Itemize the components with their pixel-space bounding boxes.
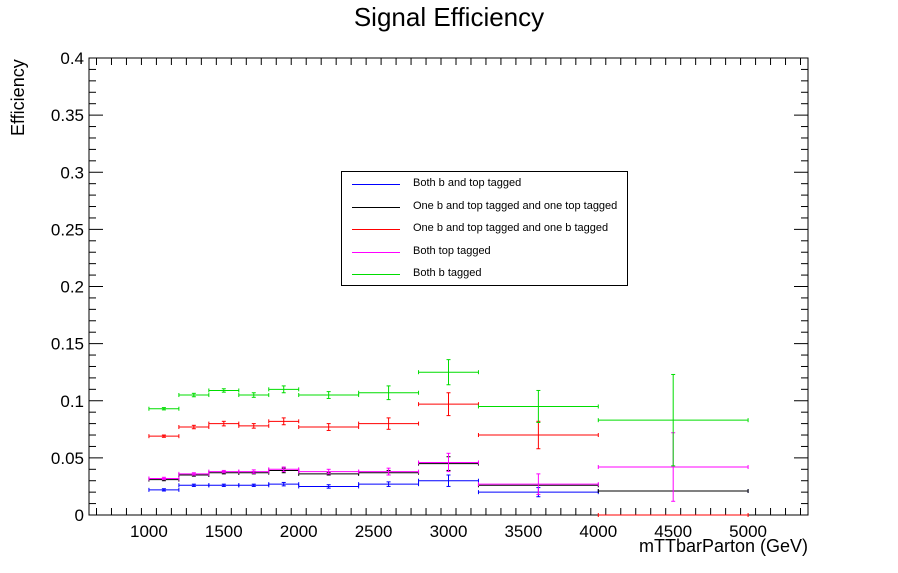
- legend-swatch: [352, 251, 400, 253]
- x-tick-label: 1000: [130, 522, 168, 541]
- legend-swatch: [352, 206, 400, 208]
- y-tick-label: 0: [75, 506, 84, 525]
- legend-entry: Both b tagged: [342, 264, 627, 286]
- legend-label: One b and top tagged and one top tagged: [413, 199, 618, 212]
- y-tick-label: 0.35: [51, 106, 84, 125]
- legend-swatch: [352, 274, 400, 276]
- y-tick-label: 0.4: [60, 49, 84, 68]
- x-tick-label: 2500: [355, 522, 393, 541]
- legend-entry: Both b and top tagged: [342, 174, 627, 196]
- legend: Both b and top tagged One b and top tagge…: [341, 171, 628, 286]
- chart-title: Signal Efficiency: [353, 2, 545, 32]
- legend-swatch: [352, 229, 400, 231]
- legend-label: Both b and top tagged: [413, 177, 522, 189]
- legend-swatch: [352, 184, 400, 185]
- x-tick-label: 4000: [579, 522, 617, 541]
- legend-label: Both top tagged: [413, 244, 491, 257]
- x-tick-label: 5000: [729, 522, 767, 541]
- y-tick-label: 0.3: [60, 163, 84, 182]
- x-tick-label: 3000: [430, 522, 468, 541]
- legend-label: Both b tagged: [413, 267, 482, 280]
- y-tick-label: 0.2: [60, 278, 84, 297]
- y-tick-label: 0.15: [51, 335, 84, 354]
- y-tick-label: 0.25: [51, 220, 84, 239]
- y-tick-label: 0.05: [51, 449, 84, 468]
- x-tick-label: 1500: [205, 522, 243, 541]
- x-tick-label: 2000: [280, 522, 318, 541]
- legend-entry: Both top tagged: [342, 242, 627, 264]
- x-tick-label: 4500: [654, 522, 692, 541]
- legend-entry: One b and top tagged and one top tagged: [342, 197, 627, 219]
- x-axis-label: mTTbarParton (GeV): [638, 536, 808, 556]
- legend-label: One b and top tagged and one b tagged: [413, 222, 609, 235]
- y-tick-label: 0.1: [60, 392, 84, 411]
- x-tick-label: 3500: [504, 522, 542, 541]
- plot-frame: [88, 57, 809, 516]
- legend-entry: One b and top tagged and one b tagged: [342, 219, 627, 241]
